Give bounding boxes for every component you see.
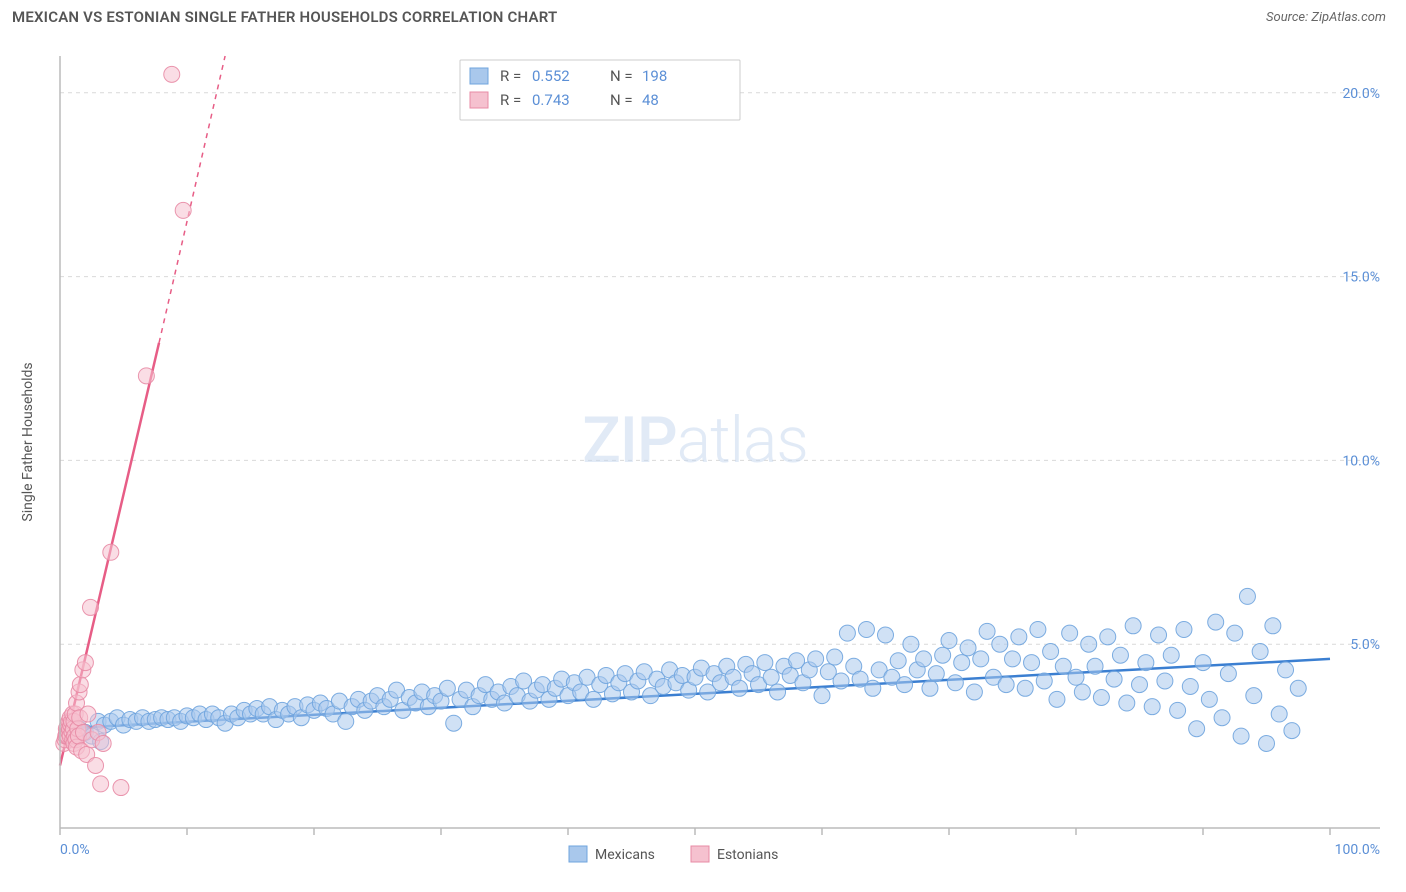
svg-text:15.0%: 15.0% (1342, 270, 1380, 286)
chart-header: MEXICAN VS ESTONIAN SINGLE FATHER HOUSEH… (0, 0, 1406, 30)
chart-container: ZIPatlas 0.0% 100.0% 5.0% 10.0% 15.0% 20.0% Sin… (12, 36, 1394, 880)
svg-text:Mexicans: Mexicans (595, 847, 655, 863)
chart-title: MEXICAN VS ESTONIAN SINGLE FATHER HOUSEH… (12, 8, 557, 26)
svg-text:198: 198 (642, 67, 667, 85)
svg-text:0.0%: 0.0% (60, 842, 90, 858)
svg-text:R =: R = (500, 67, 521, 85)
svg-text:100.0%: 100.0% (1335, 842, 1380, 858)
svg-text:0.552: 0.552 (532, 67, 570, 85)
svg-text:Single Father Households: Single Father Households (20, 362, 36, 521)
svg-text:5.0%: 5.0% (1350, 637, 1380, 653)
svg-text:0.743: 0.743 (532, 91, 570, 109)
svg-text:R =: R = (500, 91, 521, 109)
svg-text:48: 48 (642, 91, 659, 109)
svg-text:10.0%: 10.0% (1342, 453, 1380, 469)
chart-source: Source: ZipAtlas.com (1266, 10, 1386, 25)
svg-text:Estonians: Estonians (717, 847, 778, 863)
svg-text:20.0%: 20.0% (1342, 86, 1380, 102)
svg-text:N =: N = (610, 67, 633, 85)
svg-text:N =: N = (610, 91, 633, 109)
svg-text:ZIPatlas: ZIPatlas (582, 403, 808, 478)
chart-svg: ZIPatlas 0.0% 100.0% 5.0% 10.0% 15.0% 20.0% Sin… (12, 36, 1394, 880)
